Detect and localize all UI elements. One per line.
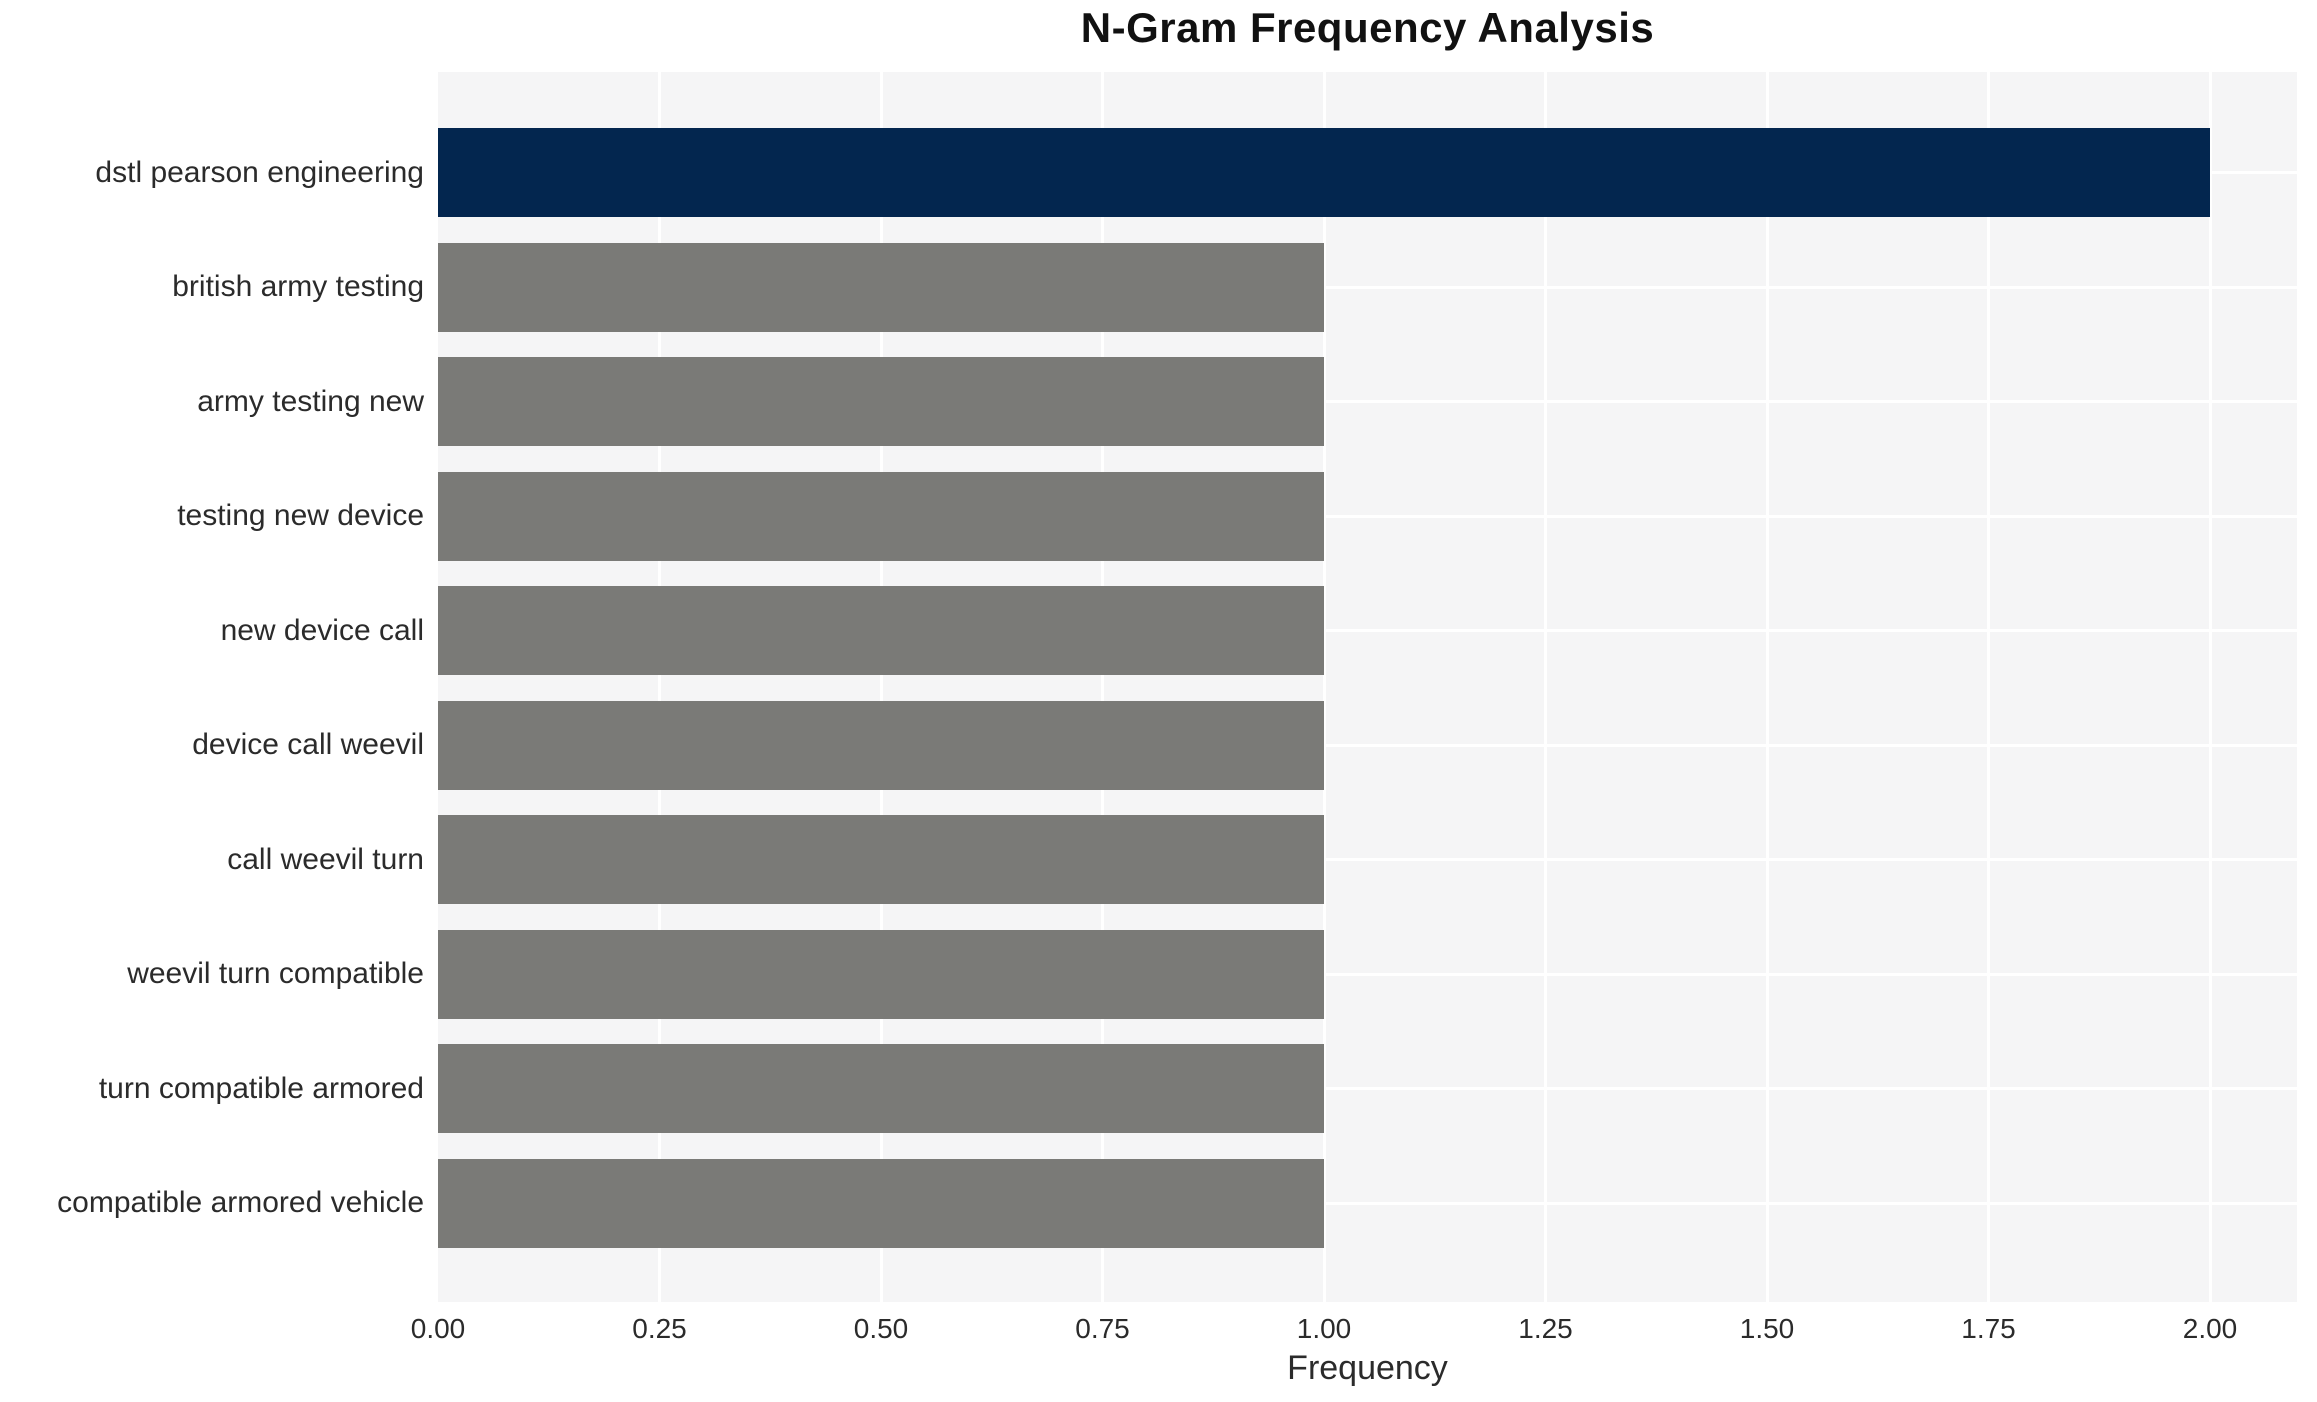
x-tick-label: 2.00 xyxy=(2182,1313,2238,1344)
y-tick-label: device call weevil xyxy=(192,728,424,761)
y-tick-label: testing new device xyxy=(177,499,424,532)
gridline-vertical xyxy=(1987,72,1990,1302)
gridline-horizontal xyxy=(438,400,2297,403)
x-tick-label: 0.50 xyxy=(853,1313,909,1344)
x-axis-title: Frequency xyxy=(1287,1349,1448,1387)
gridline-vertical xyxy=(658,72,661,1302)
plot-area xyxy=(438,72,2297,1302)
y-tick-label: compatible armored vehicle xyxy=(57,1186,424,1219)
y-tick-label: call weevil turn xyxy=(227,842,424,876)
y-tick-label: turn compatible armored xyxy=(98,1071,424,1105)
gridline-horizontal xyxy=(438,629,2297,632)
x-tick-label: 0.75 xyxy=(1075,1313,1130,1344)
bar xyxy=(438,471,1324,561)
bar xyxy=(438,242,1324,332)
gridline-vertical xyxy=(1544,72,1547,1302)
bar xyxy=(438,357,1324,446)
y-tick-label: army testing new xyxy=(197,384,424,418)
bar xyxy=(438,128,2210,217)
chart-title: N-Gram Frequency Analysis xyxy=(1080,4,1655,51)
gridline-vertical xyxy=(1765,72,1769,1302)
gridline-horizontal xyxy=(438,858,2297,861)
gridline-vertical xyxy=(1322,72,1326,1302)
gridline-horizontal xyxy=(438,743,2297,747)
x-tick-label: 1.75 xyxy=(1961,1313,2016,1344)
gridline-horizontal xyxy=(438,972,2297,976)
gridline-horizontal xyxy=(438,285,2297,289)
gridline-horizontal xyxy=(438,1201,2297,1205)
gridline-vertical xyxy=(2208,72,2212,1302)
y-tick-label: weevil turn compatible xyxy=(127,957,424,990)
x-tick-label: 0.00 xyxy=(410,1313,466,1344)
y-tick-label: british army testing xyxy=(172,270,424,303)
x-tick-label: 1.25 xyxy=(1518,1313,1573,1344)
bar xyxy=(438,586,1324,675)
x-tick-label: 1.00 xyxy=(1296,1313,1352,1344)
bar xyxy=(438,929,1324,1019)
gridline-horizontal xyxy=(438,1087,2297,1090)
y-tick-label: dstl pearson engineering xyxy=(95,155,424,189)
gridline-horizontal xyxy=(438,514,2297,518)
gridline-vertical xyxy=(879,72,883,1302)
bar xyxy=(438,1044,1324,1133)
bar xyxy=(438,815,1324,904)
y-tick-label: new device call xyxy=(220,613,424,647)
x-tick-label: 0.25 xyxy=(632,1313,687,1344)
x-tick-label: 1.50 xyxy=(1739,1313,1795,1344)
bar xyxy=(438,700,1324,790)
bar xyxy=(438,1158,1324,1248)
gridline-vertical xyxy=(1101,72,1104,1302)
